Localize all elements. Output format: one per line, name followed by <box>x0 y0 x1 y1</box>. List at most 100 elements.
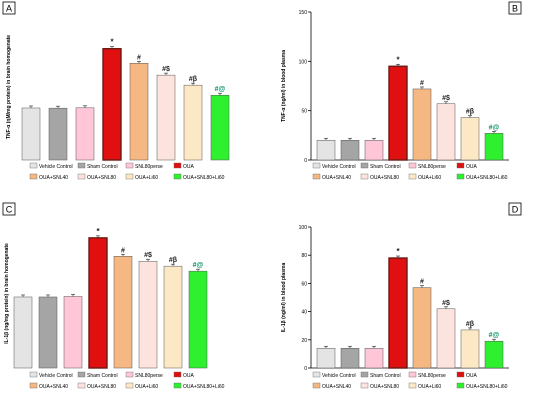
significance-label: * <box>396 247 400 256</box>
panel-b: B TNF-α (ng/ml) in blood plasma 0 50 100 150 *… <box>275 0 550 201</box>
panel-label: D <box>512 205 519 215</box>
significance-label: #@ <box>489 124 500 131</box>
bar-7 <box>460 117 480 161</box>
y-tick-label: 0 <box>304 158 307 164</box>
bar-8 <box>484 133 504 161</box>
legend-swatch <box>312 162 321 169</box>
bar-5 <box>129 63 149 161</box>
significance-label: #$ <box>162 66 170 73</box>
panel-label-box <box>2 1 16 15</box>
legend-swatch <box>360 382 369 389</box>
significance-label: #@ <box>489 332 500 339</box>
y-axis-title: TNF-α (ɳM/mg protein) in brain homogenat… <box>6 35 12 139</box>
legend-label: OUA+SNL80 <box>87 175 116 181</box>
legend-label: OUA+Li60 <box>418 384 441 390</box>
bar-8 <box>484 340 504 369</box>
significance-label: #$ <box>442 300 450 307</box>
legend-label: OUA+Li60 <box>135 175 158 181</box>
legend-swatch <box>125 382 134 389</box>
bar-2 <box>48 107 68 161</box>
legend-swatch <box>408 371 417 378</box>
significance-label: # <box>420 80 424 87</box>
chart-c-svg: C IL-1β (ng/mg protein) in brain homogena… <box>2 202 225 390</box>
bar-4 <box>88 237 108 369</box>
bar-7 <box>183 84 203 161</box>
bar-4 <box>388 257 408 369</box>
bar-3 <box>364 140 384 161</box>
chart-a-svg: A TNF-α (ɳM/mg protein) in brain homogena… <box>2 1 230 181</box>
legend-swatch <box>29 162 38 169</box>
legend-swatch <box>29 382 38 389</box>
legend-swatch <box>125 162 134 169</box>
legend-label: SNL80perse <box>418 373 446 379</box>
legend-swatch <box>456 173 465 180</box>
significance-label: * <box>96 227 100 236</box>
y-tick-label: 80 <box>301 253 307 259</box>
significance-label: * <box>110 38 114 47</box>
y-tick-label: 100 <box>299 225 308 231</box>
legend-swatch <box>77 162 86 169</box>
legend-label: SNL80perse <box>418 164 446 170</box>
legend-swatch <box>77 371 86 378</box>
y-axis-title: IL-1β (ng/mg protein) in brain homogenat… <box>4 243 10 344</box>
legend-label: Sham Control <box>370 164 401 170</box>
legend-swatch <box>312 371 321 378</box>
legend-label: OUA <box>183 373 195 379</box>
chart-b-svg: B TNF-α (ng/ml) in blood plasma 0 50 100 150 *… <box>281 1 522 181</box>
panel-label: B <box>512 4 518 14</box>
legend-label: OUA+SNL40 <box>322 175 351 181</box>
significance-label: # <box>121 247 125 254</box>
y-tick-label: 0 <box>304 366 307 372</box>
y-tick-label: 150 <box>299 10 308 16</box>
y-tick-label: 40 <box>301 310 307 316</box>
legend-label: OUA+SNL80+Li60 <box>183 175 225 181</box>
legend-label: Vehicle Control <box>39 164 73 170</box>
legend-label: SNL80perse <box>135 164 163 170</box>
bar-7 <box>460 329 480 369</box>
legend-label: Sham Control <box>87 373 118 379</box>
panel-label-box <box>508 202 522 216</box>
y-tick-label: 60 <box>301 281 307 287</box>
legend-swatch <box>173 382 182 389</box>
legend-label: Vehicle Control <box>39 373 73 379</box>
legend-swatch <box>173 162 182 169</box>
bar-2 <box>340 140 360 161</box>
legend-swatch <box>456 162 465 169</box>
bar-7 <box>163 265 183 369</box>
legend-label: OUA+SNL80+Li60 <box>466 175 508 181</box>
legend-swatch <box>29 371 38 378</box>
panel-label-box <box>508 1 522 15</box>
legend-swatch <box>456 371 465 378</box>
bar-6 <box>436 308 456 369</box>
significance-label: #@ <box>193 262 204 269</box>
legend-label: OUA+SNL80+Li60 <box>466 384 508 390</box>
bar-3 <box>364 348 384 369</box>
significance-label: #β <box>466 109 475 116</box>
significance-label: #β <box>189 76 198 83</box>
y-axis-title: TNF-α (ng/ml) in blood plasma <box>281 50 287 122</box>
legend-swatch <box>125 173 134 180</box>
bar-1 <box>21 107 41 161</box>
bar-5 <box>412 88 432 161</box>
significance-label: * <box>396 55 400 64</box>
legend-label: OUA+SNL80 <box>87 384 116 390</box>
bar-3 <box>63 296 83 369</box>
y-tick-label: 20 <box>301 338 307 344</box>
bar-2 <box>38 296 58 369</box>
legend-label: OUA+Li60 <box>135 384 158 390</box>
significance-label: #β <box>466 321 475 328</box>
bar-6 <box>436 103 456 161</box>
y-axis-title: IL-1β (ng/ml) in blood plasma <box>281 263 287 333</box>
legend-swatch <box>77 382 86 389</box>
significance-label: #β <box>169 257 178 264</box>
legend-swatch <box>312 173 321 180</box>
legend-label: OUA+SNL40 <box>39 384 68 390</box>
legend-label: Sham Control <box>87 164 118 170</box>
legend-swatch <box>312 382 321 389</box>
bar-8 <box>188 270 208 369</box>
panel-label: C <box>6 205 13 215</box>
panel-label-box <box>2 202 16 216</box>
legend-swatch <box>408 382 417 389</box>
panel-d: D IL-1β (ng/ml) in blood plasma 0 20 40 60 80 1… <box>275 201 550 402</box>
legend-label: OUA <box>466 373 478 379</box>
